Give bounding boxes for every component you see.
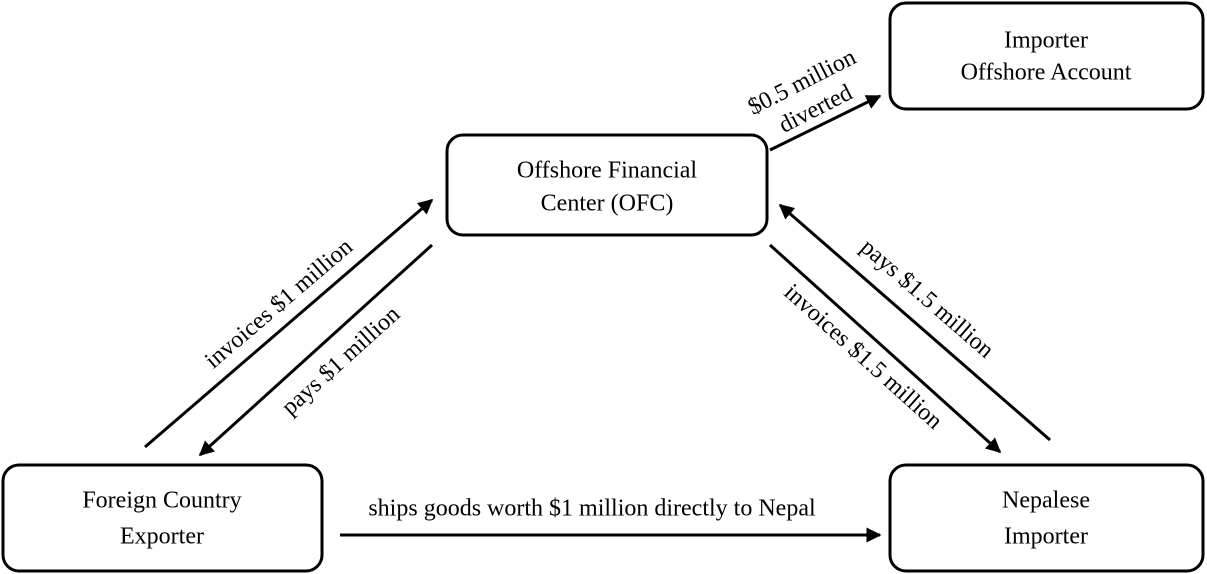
node-box — [445, 133, 769, 237]
edge-label: pays $1.5 million — [855, 234, 998, 363]
arrow — [778, 203, 1051, 442]
node-label: Offshore Account — [961, 60, 1132, 86]
node-label: Center (OFC) — [541, 191, 674, 217]
arrow — [768, 243, 1002, 454]
node-box — [888, 463, 1205, 573]
arrow — [198, 243, 434, 457]
edge-label: ships goods worth $1 million directly to… — [368, 496, 816, 522]
node-label: Importer — [1004, 524, 1088, 550]
node-box — [1, 463, 324, 573]
node-box — [888, 1, 1205, 111]
arrow — [769, 94, 882, 152]
node-label: Foreign Country — [82, 488, 241, 514]
node-label: Offshore Financial — [517, 158, 698, 184]
arrow — [144, 198, 434, 449]
node-label: Nepalese — [1002, 488, 1090, 514]
node-label: Importer — [1004, 28, 1088, 54]
edge-label: pays $1 million — [277, 301, 405, 420]
node-label: Exporter — [120, 524, 204, 550]
